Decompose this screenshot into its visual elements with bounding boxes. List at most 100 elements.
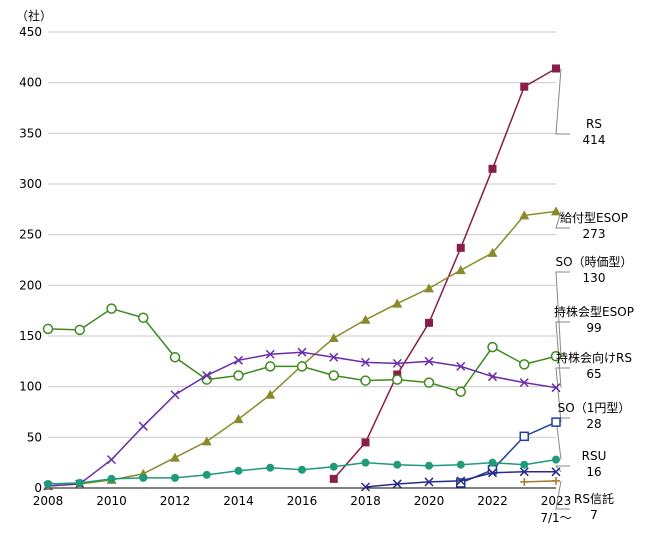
data-point [202,470,211,479]
data-point [297,347,307,357]
data-point [139,473,148,482]
series-name-label: 給付型ESOP [560,211,628,225]
y-tick-label: 400 [19,76,42,90]
data-point [456,476,466,486]
series-value-label: 414 [583,133,606,147]
series-line [333,67,557,480]
leader-line [555,367,570,423]
data-point [138,312,149,324]
data-point [392,358,402,368]
series-name-label: RSU [582,449,607,463]
data-point [296,361,308,372]
data-point [42,323,54,335]
label-leader-lines [554,68,570,510]
x-tick-label: 2023 [541,494,572,508]
series-name-label: SO（1円型） [558,401,631,415]
data-point [392,374,403,385]
y-tick-label: 50 [27,430,42,444]
data-point [265,349,275,359]
data-point [170,452,180,462]
data-point [487,341,498,353]
series-name-label: 持株会向けRS [556,350,632,365]
leader-line [554,465,570,473]
x-tick-label: 2012 [160,494,191,508]
data-point [138,421,148,431]
data-point [520,460,529,469]
data-point [329,352,339,362]
data-point [170,390,180,400]
series-name-label: RS [586,117,602,131]
data-point [233,370,244,381]
series-value-label: 99 [586,321,601,335]
x-tick-label: 2020 [414,494,445,508]
data-point [424,356,434,366]
data-point [519,467,529,477]
data-point [201,436,212,446]
series-line [47,307,557,393]
y-tick-label: 150 [19,329,42,343]
data-point [298,465,306,474]
series-name-label: 持株会型ESOP [554,304,634,319]
series-6-rsu [360,467,561,492]
data-point [551,206,561,216]
x-tick-label: 2016 [287,494,318,508]
y-tick-label: 100 [19,380,42,394]
y-tick-label: 250 [19,228,42,242]
x-tick-label: 2010 [96,494,127,508]
data-point [424,283,434,293]
y-tick-label: 450 [19,25,42,39]
data-point [44,479,52,488]
data-point [202,370,212,381]
leader-line [555,211,570,229]
data-point [360,357,371,367]
data-point [233,355,244,365]
data-point [487,247,498,257]
series-5-so-1 [44,455,560,488]
data-point [360,314,371,324]
x-tick-sublabel: 7/1～ [540,511,571,525]
data-point [488,458,497,467]
data-point [551,383,561,393]
data-point [456,460,465,469]
data-point [425,461,433,470]
data-point [519,210,530,220]
series-name-label: RS信託 [574,491,614,506]
series-line [47,210,557,487]
series-2-so [42,303,562,397]
grid-lines [48,31,556,438]
y-tick-labels: 0 50 100 150 200 250 300 350 400 450 [19,25,42,495]
data-point [487,372,498,382]
data-point [328,370,339,381]
series-name-label: SO（時価型） [555,255,632,269]
data-point [520,477,529,486]
data-point [75,478,84,487]
data-point [266,463,275,472]
data-point [392,479,402,489]
data-point [171,473,179,482]
series-line [524,480,557,483]
data-point [487,468,498,478]
data-point [329,462,338,471]
series-1-esop [43,206,561,490]
x-tick-label: 2014 [223,494,254,508]
data-point [424,477,434,487]
data-point [550,351,562,362]
data-point [519,431,529,442]
data-point [233,414,244,424]
y-unit-label: （社） [16,8,52,23]
leader-line [555,271,570,357]
data-point [361,438,370,447]
data-point [488,164,497,173]
data-point [360,482,371,492]
series-value-label: 28 [586,417,601,431]
data-point [329,474,338,483]
data-point [328,333,339,343]
data-point [106,455,117,465]
leader-line [555,68,570,135]
data-point [423,377,435,388]
data-point [456,361,466,371]
series-end-labels: RS 414 給付型ESOP 273 SO（時価型） 130 持株会型ESOP 99 持株会向け… [554,117,634,522]
leader-line [555,321,570,388]
series-value-label: 65 [586,367,601,381]
